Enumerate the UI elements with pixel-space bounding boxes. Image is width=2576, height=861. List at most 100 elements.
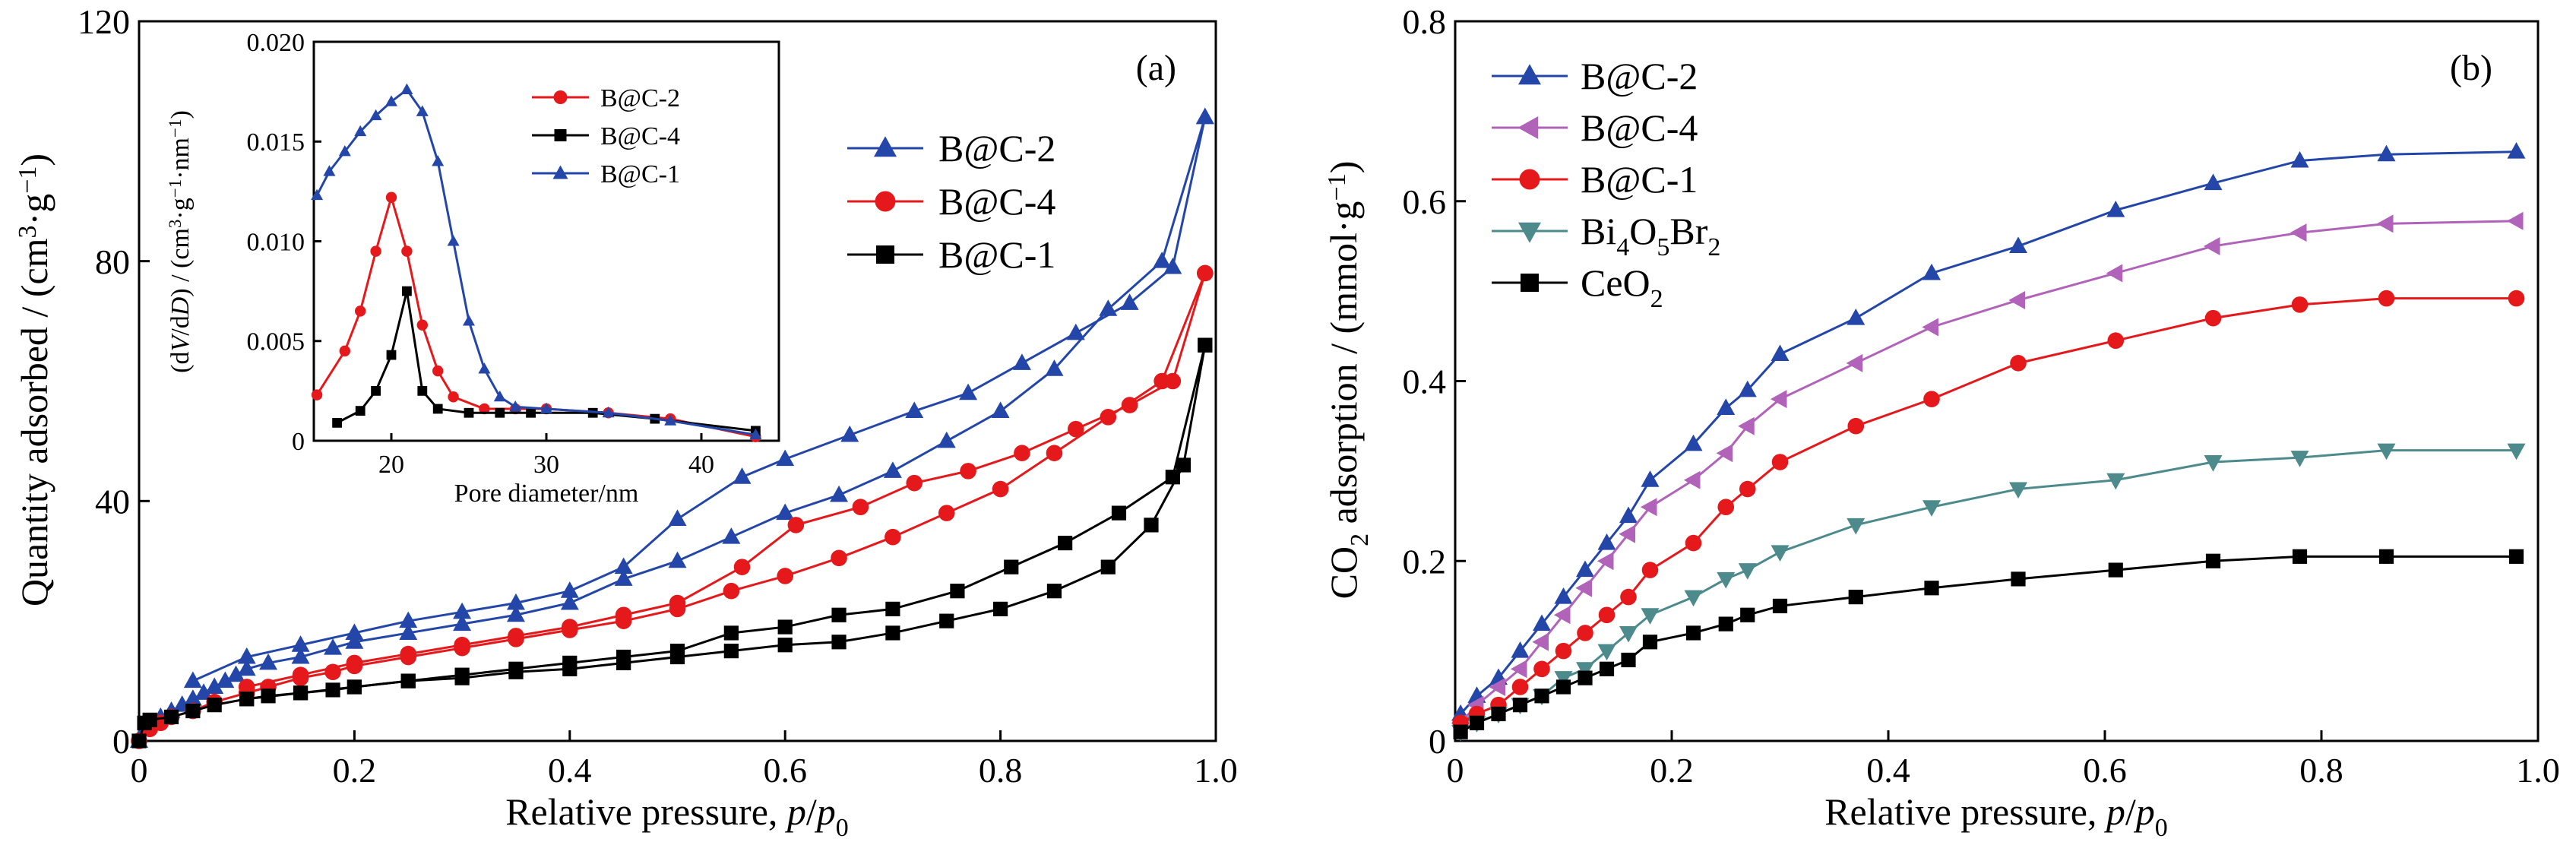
data-point [1533, 614, 1551, 632]
data-point [993, 601, 1008, 616]
data-point [1555, 679, 1571, 695]
data-point [1510, 660, 1527, 679]
data-point [1641, 608, 1660, 625]
inset-data-point [311, 389, 323, 400]
data-point [959, 383, 978, 400]
main-a-y-tick-label: 0 [112, 722, 130, 761]
data-point [1058, 535, 1073, 551]
series-B@C-1 [1452, 290, 2525, 732]
data-point [1066, 323, 1085, 340]
data-point [1772, 598, 1788, 614]
inset-data-point [602, 406, 615, 418]
data-point [830, 485, 849, 502]
series-B@C-1 [131, 337, 1213, 749]
inset-data-point [370, 245, 381, 257]
data-point [195, 683, 214, 700]
data-point [1533, 660, 1550, 678]
data-point [562, 619, 578, 635]
inset-data-point [339, 345, 350, 357]
data-point [207, 698, 222, 713]
series-Bi4O5Br2 [1451, 443, 2526, 742]
data-point [668, 509, 687, 527]
data-point [1738, 416, 1755, 435]
data-point [669, 644, 685, 659]
main-a-x-tick-label: 0.8 [979, 751, 1023, 790]
inset-series-B@C-1 [311, 83, 762, 440]
data-point [1846, 353, 1863, 372]
y-axis-label: CO2​ adsorption / (mmol·g−1​) [1322, 161, 1374, 600]
data-point [1599, 661, 1615, 676]
data-point [205, 677, 224, 694]
inset-data-point [447, 235, 460, 246]
data-point [400, 673, 416, 688]
data-point [2204, 173, 2223, 191]
data-point [723, 582, 740, 600]
legend-label: B@C-4 [1581, 106, 1698, 149]
legend-marker [876, 245, 894, 264]
data-point [2506, 211, 2524, 230]
data-point [1534, 688, 1549, 704]
data-point [324, 638, 343, 655]
data-point [216, 671, 235, 688]
data-point [2508, 290, 2525, 307]
data-point [950, 584, 965, 599]
data-point [939, 613, 954, 628]
data-point [1555, 642, 1572, 660]
data-point [1576, 560, 1594, 578]
main-a-x-tick-label: 0 [131, 751, 148, 790]
inset-data-point [354, 125, 367, 137]
data-point [723, 625, 739, 641]
data-point [1640, 498, 1657, 517]
data-point [2107, 332, 2125, 350]
data-point [1641, 562, 1659, 578]
main-a-x-tick-label: 0.2 [333, 751, 377, 790]
inset-data-point [463, 315, 475, 326]
series-line [1460, 150, 2517, 715]
inset-data-point [509, 400, 522, 412]
data-point [960, 463, 976, 480]
inset-data-point [355, 305, 366, 317]
panel-label: (a) [1136, 48, 1176, 88]
data-point [2203, 236, 2220, 255]
inset-data-point [493, 390, 506, 402]
main-b-x-tick-label: 0 [1447, 751, 1464, 790]
data-point [1642, 635, 1658, 650]
data-point [1198, 337, 1213, 353]
data-point [1716, 444, 1733, 463]
data-point [454, 636, 470, 654]
data-point [2009, 236, 2027, 253]
data-point [616, 649, 631, 665]
inset-x-tick-label: 30 [533, 451, 559, 479]
data-point [1578, 670, 1593, 685]
data-point [906, 474, 923, 492]
data-point [1847, 309, 1866, 325]
inset-data-point [385, 95, 397, 106]
data-point [1848, 590, 1863, 605]
inset-legend-label: B@C-4 [600, 122, 680, 150]
inset-data-point [385, 192, 397, 203]
panel-a: 0 0.2 0.4 0.6 0.8 1.0 0 40 80 120 Relative pressur… [13, 2, 1238, 842]
data-point [1576, 662, 1594, 679]
inset-y-tick-label: 0.020 [247, 29, 305, 57]
data-point [777, 619, 793, 635]
data-point [831, 607, 847, 622]
data-point [1046, 584, 1062, 599]
data-point [1491, 706, 1506, 722]
data-point [185, 703, 201, 719]
data-point [1512, 698, 1528, 713]
data-point [1717, 398, 1736, 416]
inset-data-point [432, 155, 445, 166]
legend-label: B@C-1 [938, 233, 1055, 276]
legend-label: Bi4O5Br2​ [1581, 210, 1720, 261]
main-b-x-tick-label: 0.2 [1650, 751, 1694, 790]
data-point [1120, 293, 1139, 310]
main-b-x-tick-label: 0.8 [2299, 751, 2343, 790]
inset-legend-label: B@C-2 [600, 84, 680, 112]
data-point [1165, 470, 1180, 485]
data-point [454, 667, 470, 682]
legend-label: CeO2​ [1581, 261, 1663, 313]
data-point [1598, 606, 1616, 624]
main-a-frame [138, 20, 1217, 742]
panel-b: 0 0.2 0.4 0.6 0.8 1.0 0 0.2 0.4 0.6 0.8 Relative pr… [1322, 2, 2560, 842]
data-point [1554, 671, 1573, 688]
